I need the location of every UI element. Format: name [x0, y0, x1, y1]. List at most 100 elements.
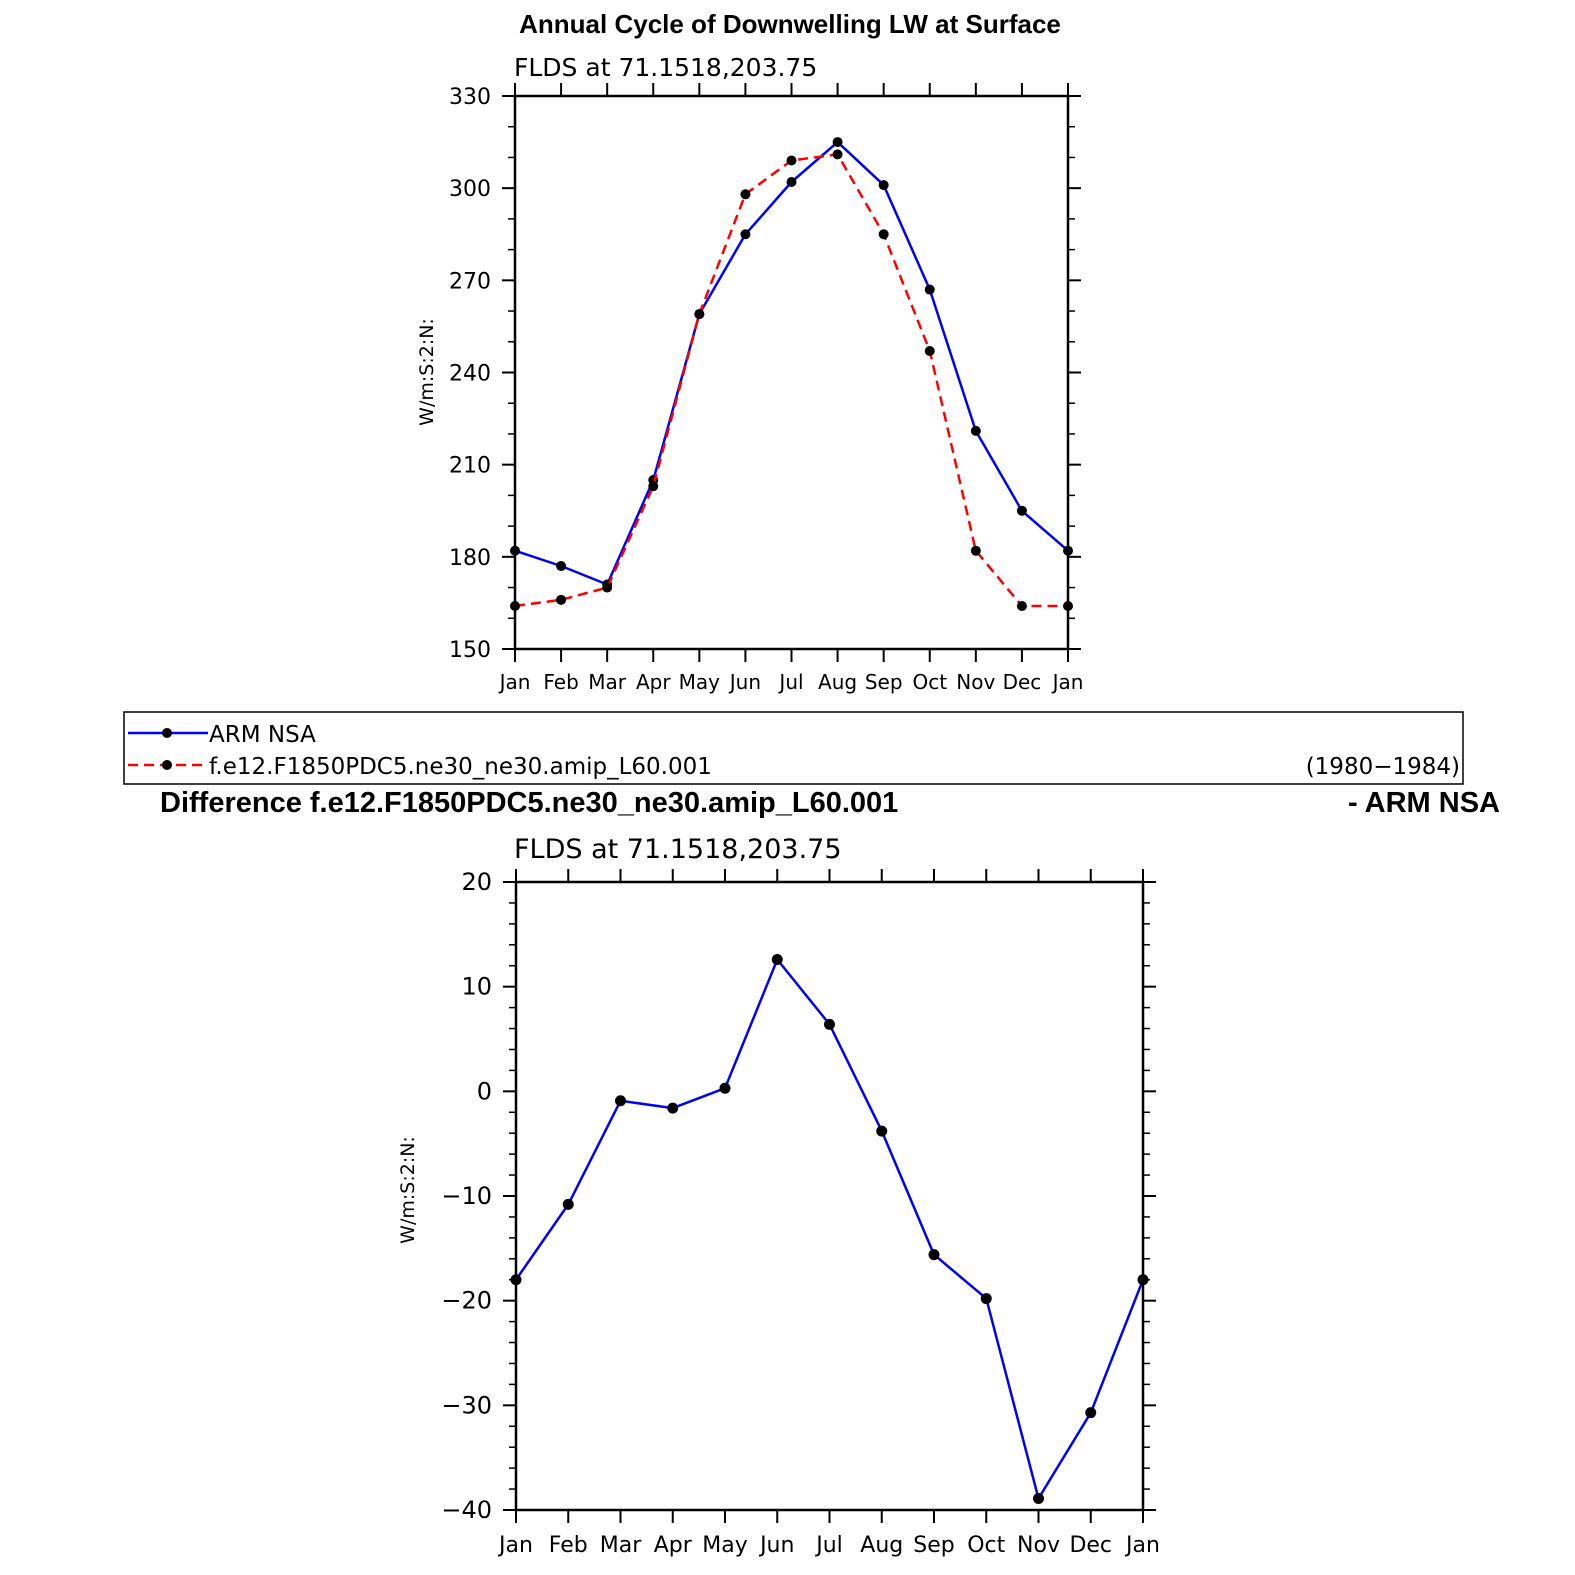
series-point-1 [556, 594, 567, 605]
y-tick-label: 240 [449, 362, 491, 387]
series-point-1 [970, 545, 981, 556]
y-tick-label: −20 [441, 1287, 492, 1315]
series-point-0 [556, 561, 567, 572]
series-point-1 [602, 582, 613, 593]
series-point-0 [980, 1293, 992, 1305]
chart2-y-tick-labels: −40 −30 −20 −10 0 10 20 [441, 868, 492, 1524]
legend: ARM NSA f.e12.F1850PDC5.ne30_ne30.amip_L… [123, 711, 1464, 785]
x-tick-label: Nov [956, 670, 995, 694]
x-tick-label: Jan [1051, 670, 1084, 694]
chart2-x-tick-labels: Jan Feb Mar Apr May Jun Jul Aug Sep Oct Nov Dec Jan [497, 1533, 1160, 1558]
x-tick-label: Jan [1124, 1533, 1160, 1558]
x-tick-label: Aug [818, 670, 857, 694]
y-tick-label: −30 [441, 1391, 492, 1419]
series-point-0 [924, 284, 935, 295]
annual-cycle-chart: Annual Cycle of Downwelling LW at Surfac… [416, 9, 1083, 694]
x-tick-label: Mar [600, 1533, 642, 1558]
series-point-0 [1085, 1407, 1097, 1419]
chart1-ticks [502, 83, 1081, 662]
series-point-0 [510, 545, 520, 556]
series-point-0 [1016, 505, 1027, 516]
x-tick-label: May [702, 1533, 747, 1558]
series-point-0 [878, 180, 889, 191]
series-point-1 [740, 189, 751, 200]
series-point-1 [510, 600, 520, 611]
y-tick-label: 210 [449, 454, 491, 479]
y-tick-label: 150 [449, 638, 491, 663]
series-point-0 [667, 1102, 679, 1114]
legend-label-model: f.e12.F1850PDC5.ne30_ne30.amip_L60.001 [209, 754, 712, 780]
x-tick-label: Jun [758, 1533, 794, 1558]
legend-box [123, 711, 1464, 785]
y-tick-label: 180 [449, 546, 491, 571]
series-point-1 [1016, 600, 1027, 611]
chart1-series [510, 137, 1073, 611]
x-tick-label: Feb [549, 1533, 588, 1558]
chart2-title-left: Difference f.e12.F1850PDC5.ne30_ne30.ami… [160, 787, 898, 819]
series-point-0 [615, 1095, 626, 1107]
series-point-0 [786, 177, 797, 188]
series-point-0 [1137, 1274, 1149, 1286]
series-point-0 [876, 1125, 888, 1137]
series-point-1 [786, 155, 797, 166]
y-tick-label: 0 [477, 1077, 492, 1105]
x-tick-label: Oct [912, 670, 947, 694]
y-tick-label: −40 [441, 1496, 492, 1524]
series-point-0 [970, 425, 981, 436]
series-line-0 [514, 140, 1069, 586]
chart1-y-tick-labels: 150 180 210 240 270 300 330 [449, 85, 491, 663]
legend-marker-arm-nsa [162, 728, 172, 738]
series-point-1 [832, 149, 843, 160]
series-point-0 [719, 1082, 731, 1094]
chart2-subtitle: FLDS at 71.1518,203.75 [514, 834, 842, 865]
chart2-plot-frame [514, 880, 1145, 1512]
x-tick-label: Sep [913, 1533, 954, 1558]
chart1-subtitle: FLDS at 71.1518,203.75 [514, 53, 817, 82]
y-tick-label: −10 [441, 1182, 492, 1210]
chart2-y-axis-label: W/m:S:2:N: [397, 1136, 419, 1244]
x-tick-label: Jul [777, 670, 803, 694]
x-tick-label: Jul [814, 1533, 843, 1558]
legend-marker-model [162, 760, 172, 770]
series-point-0 [832, 137, 843, 148]
series-point-1 [648, 481, 659, 492]
chart1-x-tick-labels: Jan Feb Mar Apr May Jun Jul Aug Sep Oct Nov Dec Jan [498, 670, 1084, 694]
chart2-series [510, 953, 1149, 1504]
series-point-0 [771, 953, 783, 965]
legend-entry-model: f.e12.F1850PDC5.ne30_ne30.amip_L60.001 [128, 754, 712, 780]
series-point-0 [928, 1249, 940, 1261]
difference-chart: Difference f.e12.F1850PDC5.ne30_ne30.ami… [160, 787, 1500, 1558]
legend-entry-arm-nsa: ARM NSA [128, 722, 316, 748]
series-point-0 [824, 1018, 835, 1030]
series-point-0 [1063, 545, 1073, 556]
chart1-title: Annual Cycle of Downwelling LW at Surfac… [519, 9, 1061, 39]
x-tick-label: Jan [497, 1533, 533, 1558]
y-tick-label: 20 [461, 868, 492, 896]
x-tick-label: Jan [498, 670, 531, 694]
x-tick-label: Apr [654, 1533, 693, 1558]
series-point-0 [1033, 1492, 1044, 1504]
series-point-1 [924, 345, 935, 356]
chart2-title-right: - ARM NSA [1348, 787, 1500, 819]
series-line-0 [514, 958, 1145, 1500]
series-point-1 [694, 309, 705, 320]
y-tick-label: 270 [449, 269, 491, 294]
x-tick-label: Dec [1003, 670, 1042, 694]
legend-period: (1980−1984) [1306, 754, 1460, 780]
chart2-ticks [503, 869, 1156, 1523]
y-tick-label: 10 [461, 973, 492, 1001]
x-tick-label: Mar [588, 670, 627, 694]
x-tick-label: Nov [1017, 1533, 1060, 1558]
series-point-0 [562, 1198, 574, 1210]
series-point-0 [510, 1274, 522, 1286]
chart1-y-axis-label: W/m:S:2:N: [416, 318, 438, 426]
y-tick-label: 300 [449, 177, 491, 202]
series-line-1 [514, 153, 1068, 608]
legend-label-arm-nsa: ARM NSA [209, 722, 316, 748]
x-tick-label: Sep [865, 670, 903, 694]
series-point-0 [740, 229, 751, 240]
x-tick-label: Jun [728, 670, 761, 694]
x-tick-label: Aug [860, 1533, 903, 1558]
x-tick-label: Feb [543, 670, 578, 694]
x-tick-label: Dec [1069, 1533, 1112, 1558]
